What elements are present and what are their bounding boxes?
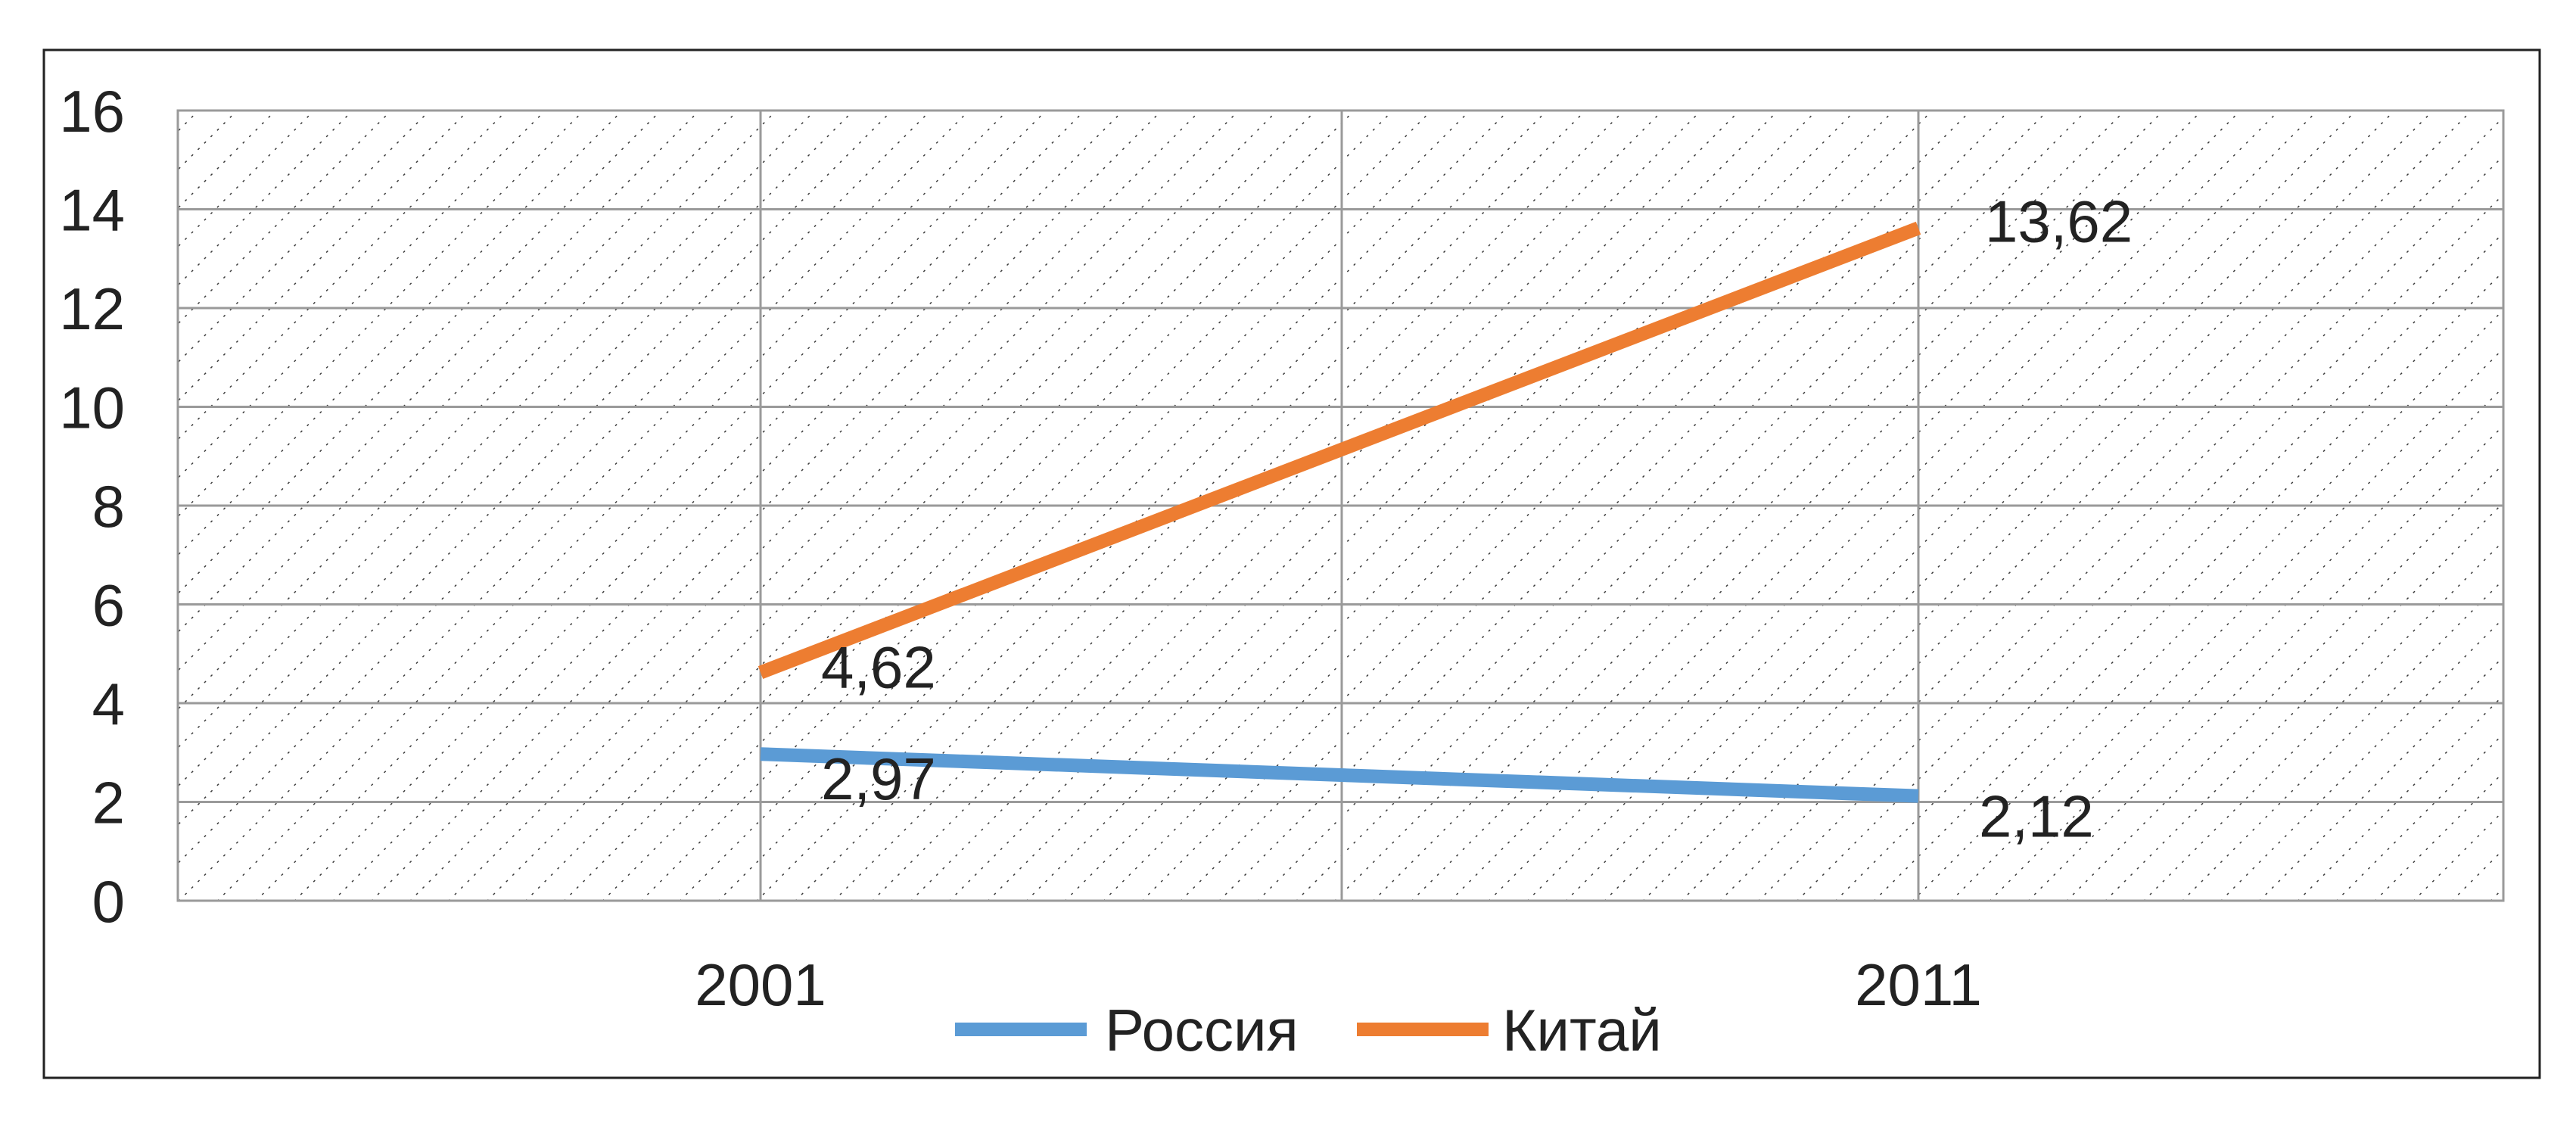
y-tick-label: 6 bbox=[92, 572, 125, 639]
y-tick-label: 2 bbox=[92, 770, 125, 836]
legend-label: Китай bbox=[1502, 997, 1662, 1063]
x-tick-label: 2011 bbox=[1855, 951, 1982, 1018]
series-line-2 bbox=[758, 221, 1921, 679]
y-tick-label: 8 bbox=[92, 473, 125, 540]
y-tick-label: 16 bbox=[59, 78, 125, 145]
data-point bbox=[1918, 227, 1919, 229]
y-tick-label: 12 bbox=[59, 276, 125, 342]
data-label: 2,97 bbox=[821, 746, 936, 812]
data-point bbox=[760, 753, 761, 755]
legend-label: Россия bbox=[1105, 997, 1299, 1063]
y-tick-label: 14 bbox=[59, 177, 125, 244]
series-line-1 bbox=[760, 747, 1919, 803]
x-tick-label: 2001 bbox=[695, 951, 826, 1018]
data-label: 13,62 bbox=[1985, 188, 2133, 254]
data-point bbox=[760, 672, 761, 674]
y-tick-label: 0 bbox=[92, 868, 125, 935]
y-tick-label: 10 bbox=[59, 375, 125, 441]
data-label: 4,62 bbox=[821, 634, 936, 701]
data-point bbox=[1918, 796, 1919, 797]
y-tick-label: 4 bbox=[92, 671, 125, 737]
data-label: 2,12 bbox=[1979, 783, 2094, 850]
